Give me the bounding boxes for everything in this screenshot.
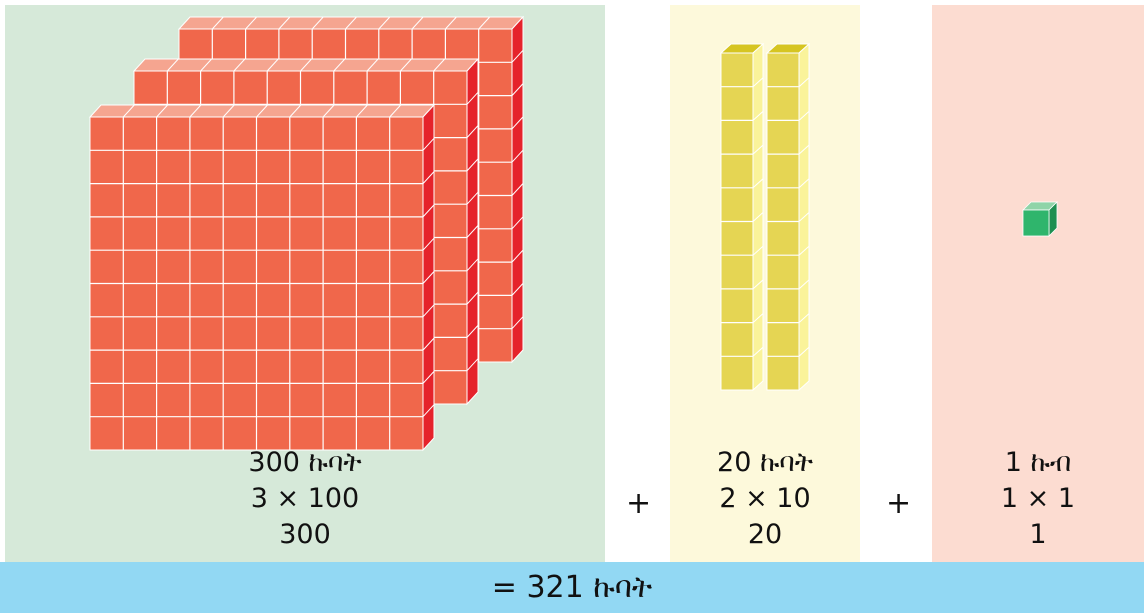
tens-panel <box>670 5 860 562</box>
ones-expression: 1 × 1 <box>1000 483 1076 514</box>
total-bar: = 321 ኩባት <box>0 562 1144 613</box>
plus-sign-2: + <box>886 486 912 521</box>
tens-expression: 2 × 10 <box>719 483 811 514</box>
tens-count-label: 20 ኩባት <box>717 447 813 478</box>
hundreds-count-label: 300 ኩባት <box>248 447 362 478</box>
plus-sign-1: + <box>626 486 652 521</box>
hundreds-value: 300 <box>279 519 331 550</box>
ones-labels: 1 ኩብ 1 × 1 1 <box>932 445 1144 553</box>
unit-cube-1 <box>1022 201 1058 237</box>
hundreds-expression: 3 × 100 <box>250 483 360 514</box>
tens-value: 20 <box>747 519 783 550</box>
ones-value: 1 <box>1029 519 1047 550</box>
total-text: = 321 ኩባት <box>491 570 653 605</box>
ones-panel <box>932 5 1144 562</box>
ten-rod-1 <box>719 42 765 392</box>
tens-labels: 20 ኩባት 2 × 10 20 <box>670 445 860 553</box>
hundreds-labels: 300 ኩባት 3 × 100 300 <box>5 445 605 553</box>
ten-rod-2 <box>765 42 811 392</box>
ones-count-label: 1 ኩብ <box>1004 447 1072 478</box>
hundred-flat-1 <box>88 103 436 452</box>
